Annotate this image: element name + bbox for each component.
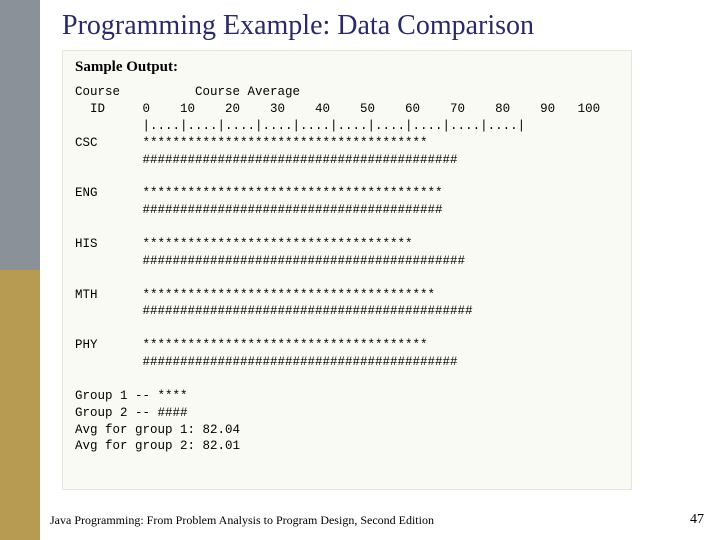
page-number: 47 xyxy=(690,512,704,528)
sample-output-panel: Sample Output: Course Course Average ID … xyxy=(62,50,632,490)
stripe-bottom xyxy=(0,270,40,540)
sample-output-heading: Sample Output: xyxy=(75,59,619,76)
decorative-left-stripe xyxy=(0,0,40,540)
footer-book-title: Java Programming: From Problem Analysis … xyxy=(50,513,434,528)
slide-title: Programming Example: Data Comparison xyxy=(62,10,534,42)
stripe-top xyxy=(0,0,40,270)
console-output: Course Course Average ID 0 10 20 30 40 5… xyxy=(75,84,619,455)
